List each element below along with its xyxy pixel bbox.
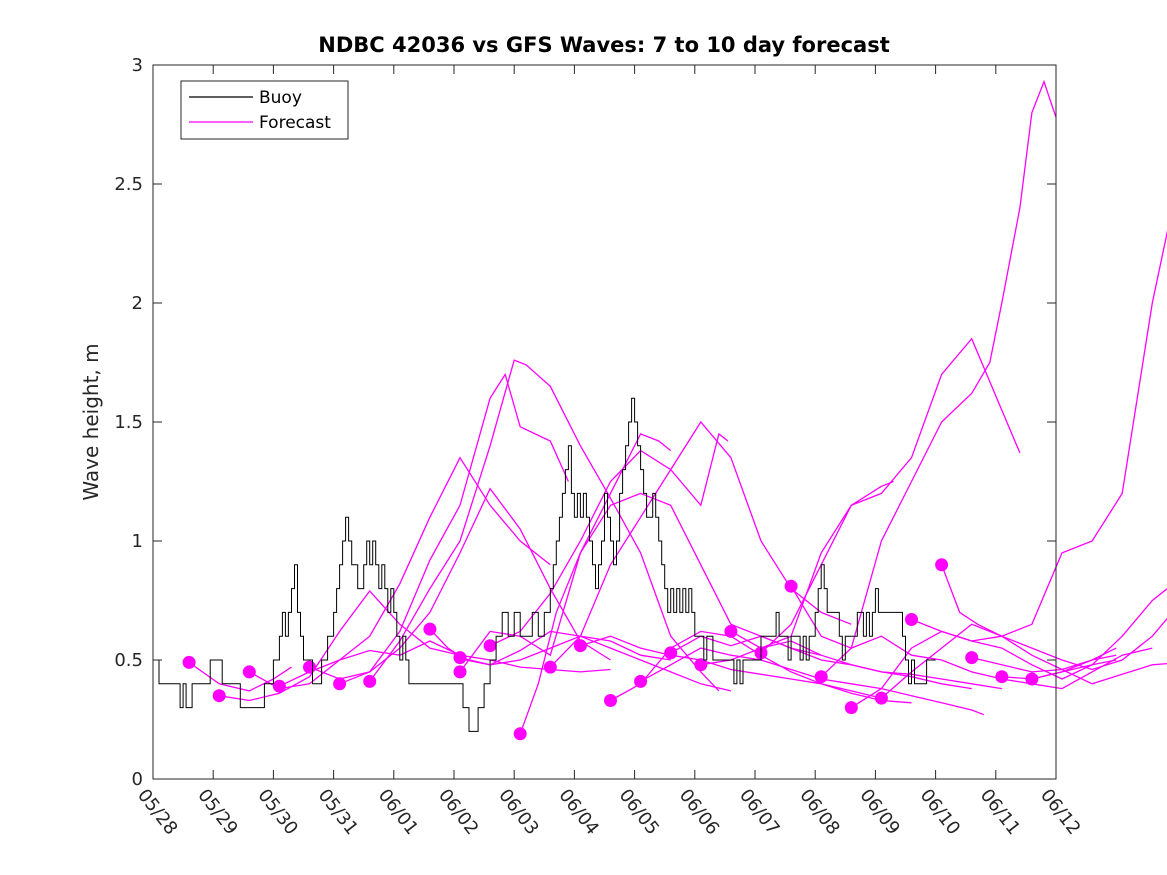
chart-title: NDBC 42036 vs GFS Waves: 7 to 10 day for… — [318, 33, 889, 57]
forecast-line — [850, 230, 1167, 709]
forecast-marker — [694, 658, 708, 672]
forecast-line — [670, 635, 972, 690]
forecast-line — [700, 640, 1002, 690]
forecast-line — [549, 420, 852, 668]
forecast-marker — [935, 558, 949, 572]
forecast-line — [760, 337, 1021, 654]
forecast-marker — [513, 727, 527, 741]
forecast-marker — [634, 674, 648, 688]
legend-label-forecast: Forecast — [259, 113, 331, 133]
y-tick-label: 2.5 — [114, 174, 143, 195]
forecast-marker — [453, 665, 467, 679]
forecast-marker — [724, 624, 738, 638]
forecast-marker — [363, 674, 377, 688]
forecast-marker — [543, 660, 557, 674]
y-tick-label: 0.5 — [114, 650, 143, 671]
forecast-marker — [453, 651, 467, 665]
legend: Buoy Forecast — [180, 80, 349, 140]
forecast-marker — [423, 622, 437, 636]
y-tick-label: 1 — [132, 531, 143, 552]
forecast-line — [580, 635, 882, 699]
forecast-markers — [182, 558, 1039, 741]
forecast-marker — [1025, 672, 1039, 686]
forecast-line — [188, 661, 292, 692]
forecast-marker — [182, 655, 196, 669]
forecast-marker — [995, 670, 1009, 684]
forecast-line — [820, 635, 1153, 690]
y-tick-label: 3 — [132, 55, 143, 76]
forecast-line — [309, 487, 611, 680]
forecast-line — [971, 647, 1117, 673]
forecast-marker — [333, 677, 347, 691]
buoy-series — [156, 397, 936, 732]
forecast-line — [339, 372, 569, 685]
forecast-marker — [483, 639, 497, 653]
y-tick-label: 1.5 — [114, 412, 143, 433]
y-axis-ticks: 0 0.5 1 1.5 2 2.5 3 — [114, 55, 1056, 790]
forecast-marker — [573, 639, 587, 653]
forecast-marker — [844, 701, 858, 715]
forecast-marker — [664, 646, 678, 660]
forecast-line — [1031, 659, 1117, 680]
forecast-marker — [965, 651, 979, 665]
forecast-line — [248, 456, 551, 690]
forecast-line — [219, 589, 461, 702]
buoy-line — [156, 397, 936, 732]
forecast-marker — [784, 579, 798, 593]
forecast-marker — [242, 665, 256, 679]
legend-label-buoy: Buoy — [259, 88, 302, 108]
forecast-line — [369, 359, 720, 692]
y-tick-label: 0 — [132, 769, 143, 790]
forecast-marker — [814, 670, 828, 684]
forecast-marker — [905, 613, 918, 626]
plot-area — [153, 65, 1056, 779]
forecast-marker — [604, 694, 617, 707]
forecast-marker — [874, 691, 888, 705]
forecast-line — [459, 630, 732, 692]
legend-box — [180, 80, 349, 140]
forecast-line — [880, 623, 1167, 699]
forecast-marker — [272, 679, 286, 693]
forecast-marker — [303, 660, 316, 674]
forecast-marker — [212, 689, 226, 703]
y-axis-label: Wave height, m — [79, 343, 103, 500]
y-tick-label: 2 — [132, 293, 143, 314]
forecast-line — [911, 588, 1167, 680]
